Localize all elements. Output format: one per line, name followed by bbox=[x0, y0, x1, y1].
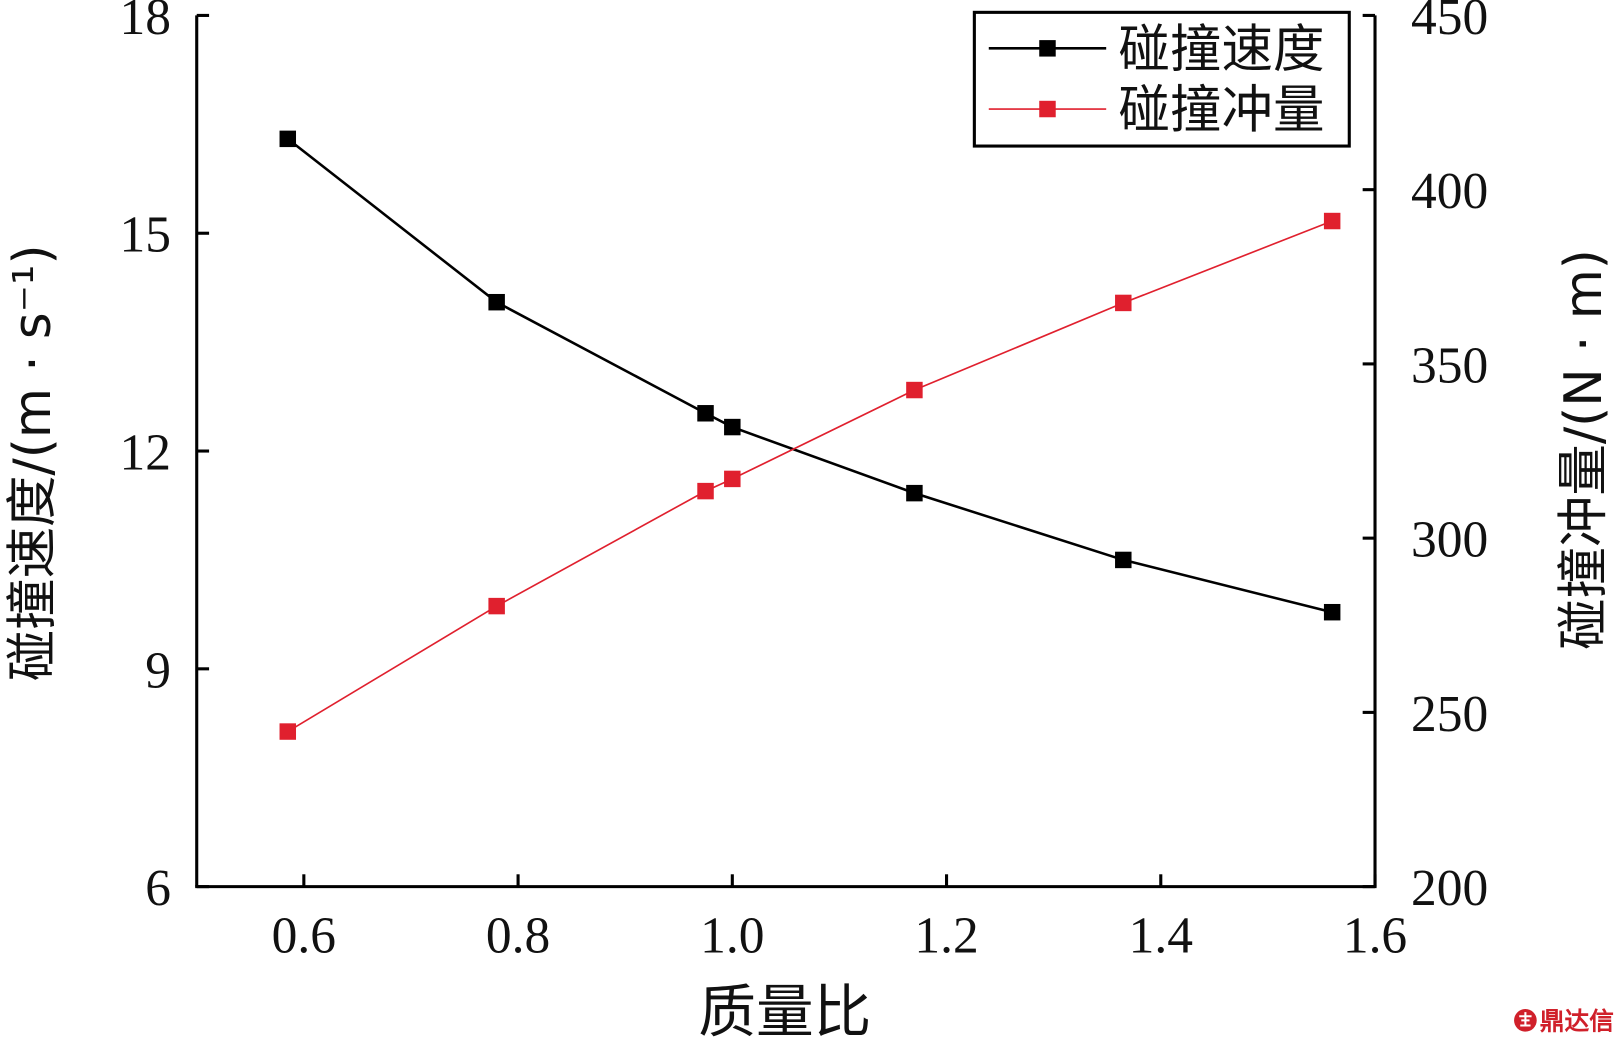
y2-tick-label: 400 bbox=[1411, 163, 1488, 220]
data-point-impulse bbox=[1323, 212, 1341, 230]
legend-label-speed: 碰撞速度 bbox=[1119, 20, 1325, 80]
x-tick-label: 1.6 bbox=[1343, 907, 1407, 964]
data-point-impulse bbox=[906, 381, 923, 399]
y-tick-label: 6 bbox=[145, 860, 171, 917]
data-point-speed bbox=[1115, 551, 1132, 569]
legend-box bbox=[972, 10, 1351, 148]
logo-icon bbox=[1514, 1009, 1537, 1032]
y-tick-label: 12 bbox=[119, 425, 170, 482]
legend-marker-impulse bbox=[1039, 100, 1056, 118]
data-point-speed bbox=[697, 405, 714, 422]
series-line-impulse bbox=[287, 220, 1333, 733]
x-tick-label: 1.0 bbox=[700, 907, 764, 964]
data-point-impulse bbox=[1115, 294, 1132, 312]
data-point-impulse bbox=[488, 597, 505, 615]
y-tick-label: 9 bbox=[145, 642, 171, 699]
data-point-impulse bbox=[279, 723, 297, 740]
data-point-speed bbox=[488, 293, 505, 311]
x-tick-label: 1.4 bbox=[1129, 907, 1193, 964]
y2-tick-label: 450 bbox=[1411, 0, 1488, 46]
x-tick-label: 0.8 bbox=[486, 907, 550, 964]
y2-axis-title: 碰撞冲量/(N · m) bbox=[1554, 249, 1614, 650]
y2-tick-label: 300 bbox=[1411, 512, 1488, 569]
data-point-speed bbox=[1323, 603, 1341, 621]
data-point-speed bbox=[279, 130, 297, 148]
y-tick-label: 15 bbox=[119, 207, 170, 264]
data-point-speed bbox=[724, 418, 741, 436]
data-point-impulse bbox=[697, 482, 714, 500]
y-tick-label: 18 bbox=[119, 0, 170, 46]
x-axis-title: 质量比 bbox=[698, 979, 871, 1044]
watermark-text: 鼎达信 bbox=[1540, 1007, 1614, 1036]
y-axis-title: 碰撞速度/(m · s⁻¹) bbox=[3, 244, 63, 681]
legend-label-impulse: 碰撞冲量 bbox=[1119, 81, 1325, 141]
legend-marker-speed bbox=[1039, 40, 1056, 57]
x-tick-label: 1.2 bbox=[914, 907, 978, 964]
legend: 碰撞速度 碰撞冲量 bbox=[972, 10, 1351, 148]
series-layer bbox=[279, 130, 1341, 740]
y2-tick-label: 250 bbox=[1411, 686, 1488, 743]
axis-ticks: 0.6 0.8 1.0 1.2 1.4 1.6 6 9 12 15 18 200 250 300 350 40… bbox=[119, 0, 1488, 964]
series-line-speed bbox=[286, 137, 1333, 614]
data-point-speed bbox=[906, 484, 923, 502]
y2-tick-label: 200 bbox=[1411, 860, 1488, 917]
x-tick-label: 0.6 bbox=[272, 907, 336, 964]
watermark: 鼎达信 bbox=[1514, 1007, 1614, 1036]
data-point-impulse bbox=[724, 470, 741, 488]
y2-tick-label: 350 bbox=[1411, 337, 1488, 394]
